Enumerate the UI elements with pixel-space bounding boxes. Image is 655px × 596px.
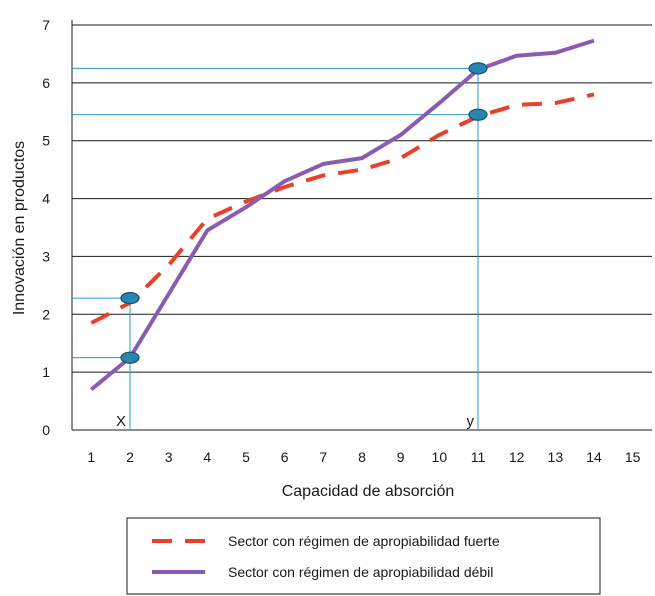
y-tick-label: 5 xyxy=(42,133,50,149)
series-lines xyxy=(90,38,595,392)
grid xyxy=(71,20,652,431)
y-axis-title: Innovación en productos xyxy=(11,141,28,315)
marker-label-y: y xyxy=(467,413,475,430)
legend-box xyxy=(126,517,601,595)
series-line-strong xyxy=(90,92,595,325)
x-tick-label: 15 xyxy=(625,449,641,465)
legend: Sector con régimen de apropiabilidad fue… xyxy=(126,517,601,595)
reference-lines xyxy=(72,67,479,430)
legend-label-strong: Sector con régimen de apropiabilidad fue… xyxy=(228,533,500,549)
series-line-weak xyxy=(90,38,595,392)
y-tick-label: 6 xyxy=(42,75,50,91)
highlight-point xyxy=(468,62,488,75)
x-axis-title: Capacidad de absorción xyxy=(282,483,455,500)
highlight-points xyxy=(120,62,488,364)
x-tick-label: 3 xyxy=(165,449,173,465)
highlight-point xyxy=(468,108,488,121)
x-tick-label: 7 xyxy=(319,449,327,465)
y-tick-label: 2 xyxy=(42,306,50,322)
x-tick-label: 9 xyxy=(397,449,405,465)
y-tick-label: 1 xyxy=(42,364,50,380)
highlight-point xyxy=(120,291,140,305)
y-tick-label: 4 xyxy=(42,191,50,207)
x-tick-label: 11 xyxy=(471,449,486,465)
marker-label-x: X xyxy=(116,413,126,430)
x-tick-label: 14 xyxy=(586,449,602,465)
y-tick-label: 7 xyxy=(42,17,50,33)
x-tick-label: 2 xyxy=(126,449,134,465)
x-tick-label: 13 xyxy=(548,449,564,465)
y-tick-label: 3 xyxy=(42,248,50,264)
x-tick-label: 8 xyxy=(358,449,366,465)
x-tick-label: 12 xyxy=(509,449,525,465)
x-tick-label: 6 xyxy=(281,449,289,465)
x-tick-label: 1 xyxy=(87,449,95,465)
highlight-point xyxy=(120,351,140,364)
x-tick-label: 4 xyxy=(203,449,211,465)
x-tick-label: 10 xyxy=(432,449,448,465)
legend-label-weak: Sector con régimen de apropiabilidad déb… xyxy=(228,564,493,580)
y-tick-label: 0 xyxy=(42,422,50,438)
x-tick-label: 5 xyxy=(242,449,250,465)
